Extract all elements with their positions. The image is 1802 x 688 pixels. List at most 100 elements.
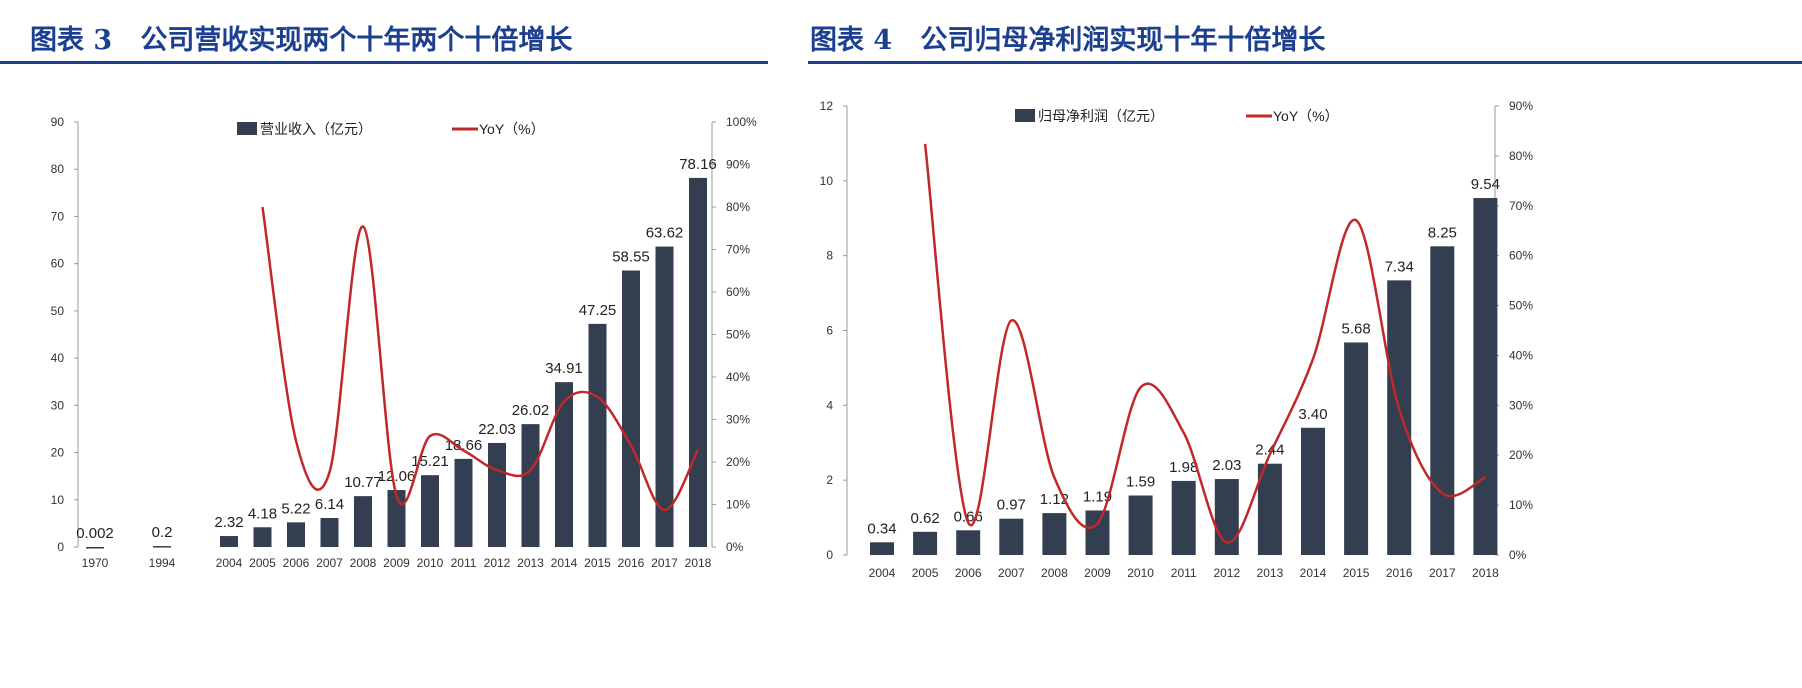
bar — [689, 177, 707, 547]
bar — [956, 530, 981, 555]
bar — [354, 496, 372, 547]
left-tick-label: 50 — [51, 304, 65, 318]
bar — [655, 246, 674, 548]
x-tick-label: 2004 — [216, 556, 243, 570]
x-tick-label: 2008 — [1041, 566, 1068, 580]
right-tick-label: 100% — [726, 115, 757, 129]
x-tick-label: 2013 — [517, 556, 544, 570]
legend-bar-swatch — [237, 122, 257, 135]
left-tick-label: 90 — [51, 115, 65, 129]
bar — [320, 518, 339, 547]
x-tick-label: 2012 — [1213, 566, 1240, 580]
right-tick-label: 40% — [726, 370, 750, 384]
right-tick-label: 60% — [1509, 249, 1533, 263]
bar-data-label: 22.03 — [478, 421, 516, 438]
bar — [1042, 513, 1067, 555]
x-tick-label: 2016 — [618, 556, 645, 570]
bar-data-label: 2.03 — [1212, 457, 1241, 474]
bar — [287, 522, 305, 547]
chart-4-title: 图表 4 公司归母净利润实现十年十倍增长 — [810, 25, 1326, 56]
bar — [1344, 342, 1369, 555]
yoy-line — [261, 206, 700, 512]
right-tick-label: 0% — [726, 540, 744, 554]
bar — [153, 546, 171, 548]
bar-data-label: 6.14 — [315, 496, 344, 513]
right-tick-label: 40% — [1509, 348, 1533, 362]
bar — [86, 546, 104, 549]
x-tick-label: 2007 — [316, 556, 343, 570]
x-tick-label: 2009 — [383, 556, 410, 570]
bar-data-label: 5.68 — [1341, 320, 1370, 337]
bar-data-label: 2.44 — [1255, 442, 1284, 459]
legend-bar-swatch — [1015, 109, 1035, 122]
title-rule — [0, 61, 768, 64]
left-tick-label: 10 — [820, 174, 834, 188]
bar-data-label: 1.59 — [1126, 474, 1155, 491]
right-tick-label: 50% — [1509, 299, 1533, 313]
bar-data-label: 5.22 — [281, 500, 310, 517]
bar-data-label: 12.06 — [378, 468, 416, 485]
bar — [1430, 246, 1455, 555]
x-tick-label: 2014 — [551, 556, 578, 570]
x-tick-label: 1970 — [82, 556, 109, 570]
right-tick-label: 70% — [726, 243, 750, 257]
x-tick-label: 2011 — [1171, 566, 1197, 580]
bar — [1257, 463, 1282, 555]
bar — [555, 382, 573, 547]
x-tick-label: 2006 — [283, 556, 310, 570]
bar — [913, 531, 938, 555]
legend-line-label: YoY（%） — [1273, 108, 1339, 124]
bar-data-label: 3.40 — [1298, 406, 1327, 423]
right-tick-label: 90% — [726, 158, 750, 172]
bar-data-label: 1.98 — [1169, 459, 1198, 476]
left-tick-label: 0 — [57, 540, 64, 554]
x-tick-label: 2004 — [869, 566, 896, 580]
right-tick-label: 30% — [726, 413, 750, 427]
bar-data-label: 0.62 — [910, 510, 939, 527]
bar — [1171, 480, 1196, 555]
bar — [588, 323, 607, 547]
left-tick-label: 40 — [51, 351, 65, 365]
bar-data-label: 0.2 — [152, 524, 173, 541]
bar-data-label: 18.66 — [445, 437, 483, 454]
x-tick-label: 2006 — [955, 566, 982, 580]
bar — [1473, 198, 1498, 556]
bar-data-label: 4.18 — [248, 505, 277, 522]
bar-data-label: 8.25 — [1428, 224, 1457, 241]
left-tick-label: 80 — [51, 162, 65, 176]
right-tick-label: 80% — [726, 200, 750, 214]
right-tick-label: 50% — [726, 328, 750, 342]
x-tick-label: 2012 — [484, 556, 511, 570]
bar — [1085, 510, 1110, 555]
left-tick-label: 10 — [51, 493, 65, 507]
bar — [1387, 280, 1412, 555]
chart-3-title: 图表 3 公司营收实现两个十年两个十倍增长 — [30, 25, 573, 56]
right-tick-label: 20% — [726, 455, 750, 469]
right-tick-label: 10% — [726, 498, 750, 512]
right-tick-label: 70% — [1509, 199, 1533, 213]
x-tick-label: 2017 — [1429, 566, 1456, 580]
bar-data-label: 34.91 — [545, 360, 583, 377]
x-tick-label: 2015 — [584, 556, 611, 570]
right-tick-label: 0% — [1509, 548, 1527, 562]
left-tick-label: 8 — [826, 249, 833, 263]
bar-data-label: 0.97 — [997, 497, 1026, 514]
x-tick-label: 2010 — [1127, 566, 1154, 580]
bar — [253, 527, 272, 547]
legend-line-label: YoY（%） — [479, 121, 545, 137]
x-tick-label: 2013 — [1257, 566, 1284, 580]
x-tick-label: 2015 — [1343, 566, 1370, 580]
left-tick-label: 20 — [51, 446, 65, 460]
left-tick-label: 6 — [826, 324, 833, 338]
left-tick-label: 0 — [826, 548, 833, 562]
left-tick-label: 60 — [51, 257, 65, 271]
bar — [220, 536, 238, 547]
bar-data-label: 0.002 — [76, 525, 114, 542]
bar — [999, 518, 1024, 555]
bar — [1301, 427, 1325, 555]
right-tick-label: 30% — [1509, 398, 1533, 412]
x-tick-label: 2018 — [685, 556, 712, 570]
x-tick-label: 2005 — [912, 566, 939, 580]
right-tick-label: 90% — [1509, 99, 1533, 113]
